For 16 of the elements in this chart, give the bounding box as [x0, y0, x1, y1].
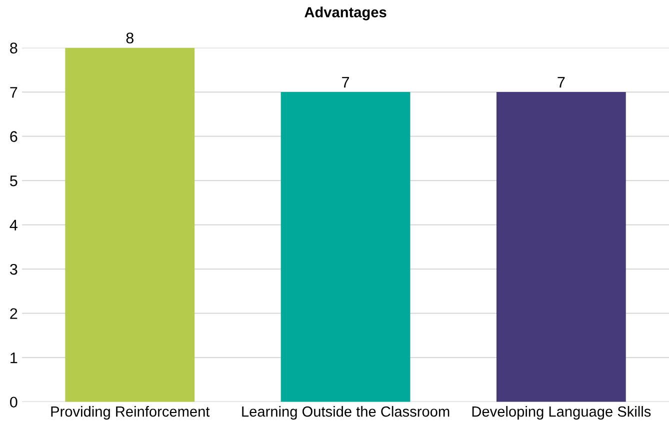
data-label: 7 — [342, 76, 350, 88]
y-tick-label: 4 — [10, 220, 18, 230]
data-label: 7 — [558, 76, 565, 88]
y-tick-label: 7 — [10, 87, 18, 98]
y-tick-label: 5 — [10, 176, 18, 186]
y-tick-label: 0 — [10, 396, 18, 408]
x-tick-label: Providing Reinforcement — [51, 406, 210, 420]
y-tick-label: 3 — [10, 264, 18, 275]
y-tick-label: 8 — [10, 42, 18, 54]
x-tick-label: Developing Language Skills — [472, 406, 651, 420]
y-tick-label: 2 — [10, 308, 18, 319]
data-label: 8 — [126, 32, 134, 44]
x-tick-label: Learning Outside the Classroom — [242, 406, 450, 420]
chart-title: Advantages — [304, 6, 386, 20]
y-tick-label: 1 — [10, 352, 18, 364]
y-tick-label: 6 — [10, 131, 18, 142]
